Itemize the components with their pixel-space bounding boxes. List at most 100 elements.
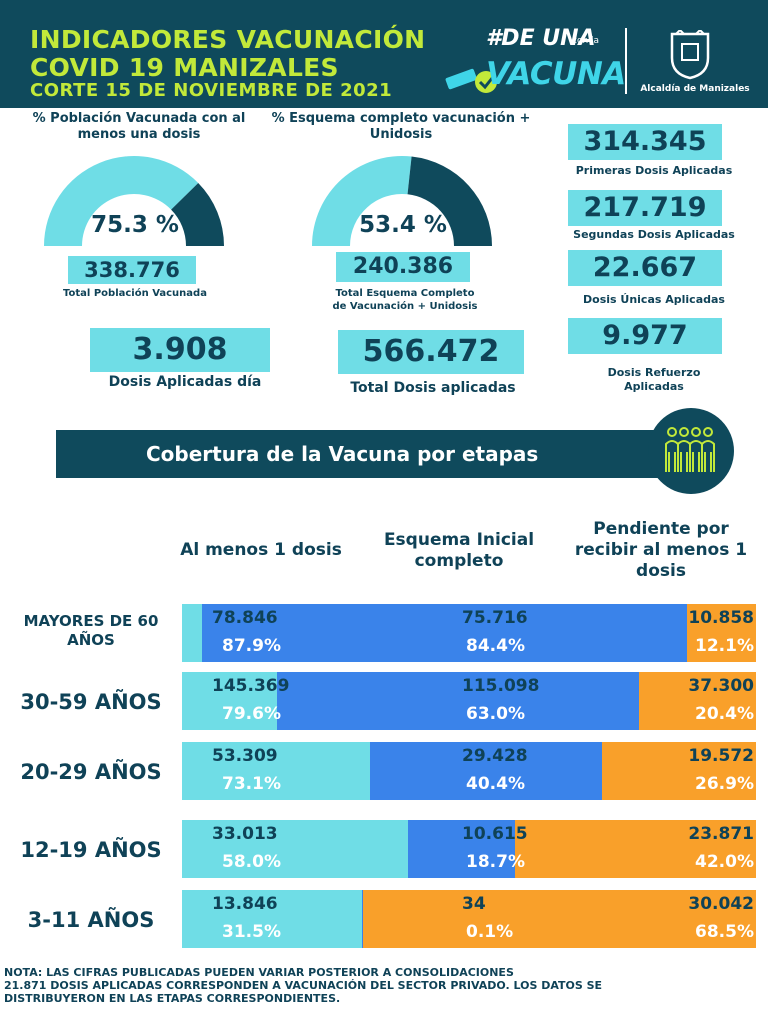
gauge-vacunada [44, 156, 224, 246]
bar-segment-al-menos-1 [182, 820, 408, 878]
bar-segment-esquema [277, 672, 639, 730]
pct-pendiente: 26.9% [695, 774, 754, 794]
value-al-menos-1: 78.846 [212, 608, 278, 628]
pct-esquema: 40.4% [466, 774, 525, 794]
value-esquema: 75.716 [462, 608, 528, 628]
col-header-esquema-2: completo [414, 551, 504, 571]
pct-pendiente: 42.0% [695, 852, 754, 872]
unicas-label: Dosis Únicas Aplicadas [583, 293, 725, 306]
pct-pendiente: 20.4% [695, 704, 754, 724]
total-esquema-label-2: de Vacunación + Unidosis [332, 301, 478, 312]
campaign-hashtag: #DE UNA [486, 26, 596, 51]
row-label: 20-29 AÑOS [20, 760, 162, 784]
footnote-line-1: NOTA: LAS CIFRAS PUBLICADAS PUEDEN VARIA… [4, 966, 514, 979]
primeras-value: 314.345 [568, 124, 722, 160]
syringe-check-icon [445, 68, 497, 93]
cutoff-date: CORTE 15 DE NOVIEMBRE DE 2021 [30, 80, 393, 101]
people-group-icon-wrap [648, 408, 734, 494]
refuerzo-label-1: Dosis Refuerzo [607, 366, 701, 379]
refuerzo-label-2: Aplicadas [624, 380, 684, 393]
dosis-dia-label: Dosis Aplicadas día [108, 374, 262, 390]
pct-pendiente: 12.1% [695, 636, 754, 656]
pct-al-menos-1: 87.9% [222, 636, 281, 656]
row-label: 30-59 AÑOS [20, 690, 162, 714]
bar-segment-esquema [369, 742, 602, 800]
unicas-value: 22.667 [568, 250, 722, 286]
pct-al-menos-1: 31.5% [222, 922, 281, 942]
bar-segment-esquema [202, 604, 687, 662]
campaign-vacuna: VACUNA [486, 56, 626, 92]
pct-esquema: 84.4% [466, 636, 525, 656]
value-al-menos-1: 13.846 [212, 894, 278, 914]
gauge2-remaining-arc [407, 156, 492, 246]
header-divider [625, 28, 627, 94]
row-label-line-2: AÑOS [67, 631, 115, 649]
value-esquema: 10.615 [462, 824, 528, 844]
value-al-menos-1: 53.309 [212, 746, 278, 766]
value-pendiente: 19.572 [688, 746, 754, 766]
institution-name: Alcaldía de Manizales [640, 84, 750, 94]
campaign-logo: #DE UNA con la VACUNA [444, 26, 626, 96]
col-header-pendiente-2: recibir al menos 1 [574, 540, 748, 560]
pct-al-menos-1: 58.0% [222, 852, 281, 872]
gauge1-filled-arc [44, 156, 199, 246]
pct-esquema: 0.1% [466, 922, 514, 942]
dosis-dia-value: 3.908 [90, 328, 270, 372]
gauge1-value: 75.3 % [91, 212, 179, 238]
pct-pendiente: 68.5% [695, 922, 754, 942]
value-pendiente: 37.300 [688, 676, 754, 696]
bar-segment-pendiente [601, 742, 756, 800]
total-vacunada-value: 338.776 [68, 256, 196, 284]
bar-segment-al-menos-1 [182, 604, 203, 662]
gauge1-remaining-arc [171, 182, 224, 246]
gauge-esquema [312, 156, 492, 246]
row-label: MAYORES DE 60 AÑOS [0, 612, 182, 650]
pct-esquema: 18.7% [466, 852, 525, 872]
banner-title: Cobertura de la Vacuna por etapas [146, 442, 539, 466]
value-pendiente: 30.042 [688, 894, 754, 914]
col-header-al-menos-1: Al menos 1 dosis [180, 540, 342, 560]
bar-segment-al-menos-1 [182, 672, 278, 730]
value-pendiente: 10.858 [688, 608, 754, 628]
pct-al-menos-1: 79.6% [222, 704, 281, 724]
total-esquema-label-1: Total Esquema Completo [335, 288, 475, 299]
col-header-esquema-1: Esquema Inicial [383, 530, 535, 550]
value-al-menos-1: 145.369 [212, 676, 290, 696]
row-label: 12-19 AÑOS [20, 838, 162, 862]
value-esquema: 115.098 [462, 676, 540, 696]
footnote-line-2: 21.871 DOSIS APLICADAS CORRESPONDEN A VA… [4, 979, 603, 992]
gauge2-label: % Esquema completo vacunación + Unidosis [271, 111, 531, 142]
segundas-value: 217.719 [568, 190, 722, 226]
total-vacunada-label: Total Población Vacunada [63, 288, 207, 299]
header: INDICADORES VACUNACIÓN COVID 19 MANIZALE… [0, 0, 768, 108]
bar-segment-pendiente [686, 604, 756, 662]
bar-segment-al-menos-1 [182, 890, 363, 948]
bar-segment-esquema [407, 820, 515, 878]
bar-segment-esquema [362, 890, 363, 948]
footnote-line-3: DISTRIBUYERON EN LAS ETAPAS CORRESPONDIE… [4, 992, 341, 1005]
title-line-1: INDICADORES VACUNACIÓN [30, 25, 426, 54]
gauge2-filled-arc [312, 156, 412, 246]
pct-al-menos-1: 73.1% [222, 774, 281, 794]
value-esquema: 29.428 [462, 746, 528, 766]
bar-segment-pendiente [514, 820, 756, 878]
footnote: NOTA: LAS CIFRAS PUBLICADAS PUEDEN VARIA… [4, 966, 724, 1005]
segundas-label: Segundas Dosis Aplicadas [573, 228, 735, 241]
bar-segment-al-menos-1 [182, 742, 370, 800]
bar-segment-pendiente [638, 672, 756, 730]
city-crest-icon [670, 30, 710, 80]
pct-esquema: 63.0% [466, 704, 525, 724]
col-header-pendiente-1: Pendiente por [593, 519, 729, 539]
refuerzo-value: 9.977 [568, 318, 722, 354]
col-header-pendiente-3: dosis [636, 561, 686, 581]
total-esquema-value: 240.386 [336, 252, 470, 282]
total-dosis-label: Total Dosis aplicadas [350, 380, 516, 396]
people-group-icon [665, 427, 715, 472]
value-pendiente: 23.871 [688, 824, 754, 844]
gauge1-label: % Población Vacunada con al menos una do… [32, 111, 246, 142]
value-esquema: 34 [462, 894, 486, 914]
campaign-conla: con la [572, 36, 600, 46]
primeras-label: Primeras Dosis Aplicadas [575, 164, 733, 177]
row-label: 3-11 AÑOS [27, 908, 155, 932]
row-label-line-1: MAYORES DE 60 [23, 612, 159, 630]
